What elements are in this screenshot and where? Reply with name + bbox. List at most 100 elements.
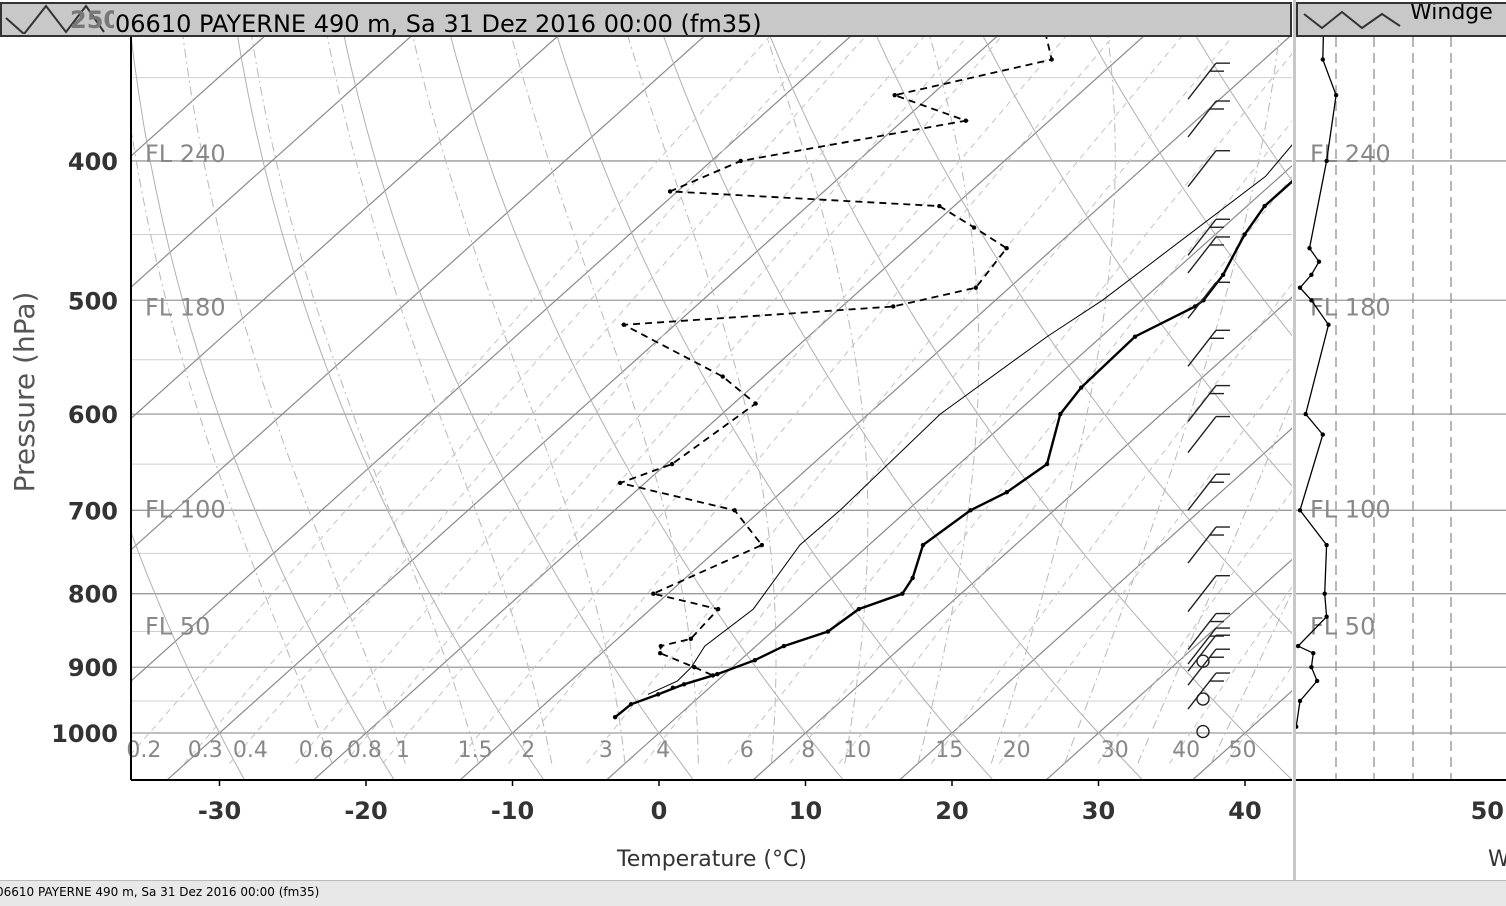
top-pressure-label: 250 (70, 6, 114, 34)
mixing-ratio-label: 3 (599, 738, 613, 763)
sounding-point (781, 643, 787, 649)
wind-barb-staff (1187, 627, 1217, 665)
isotherm (312, 37, 1144, 780)
sounding-point (710, 673, 716, 678)
sounding-point (670, 685, 676, 690)
sounding-point (963, 118, 969, 123)
wind-barb (1187, 627, 1230, 665)
sounding-point (920, 542, 926, 548)
moist-adiabat (326, 37, 553, 764)
wind-speed-point (1311, 650, 1316, 656)
x-tick-label: 0 (651, 797, 668, 825)
isotherm (166, 37, 998, 780)
y-tick-label: 500 (68, 287, 118, 315)
sounding-point (900, 591, 905, 596)
moist-adiabat (251, 37, 479, 764)
sounding-point (651, 591, 656, 596)
flight-level-label: FL 50 (145, 613, 210, 641)
sounding-point (1044, 461, 1050, 467)
mixing-ratio-label: 4 (656, 738, 670, 763)
moist-adiabat (131, 124, 333, 764)
sounding-point (612, 714, 618, 720)
moist-adiabat (412, 37, 626, 764)
mixing-ratio-label: 1.5 (458, 738, 493, 763)
wind-barb (1187, 218, 1230, 256)
mixing-ratio-label: 30 (1101, 738, 1129, 763)
mixing-ratio-label: 40 (1172, 738, 1200, 763)
isotherm (0, 0, 315, 793)
sounding-point (759, 542, 765, 548)
x-tick-label: 20 (935, 797, 968, 825)
isotherm (752, 296, 1292, 780)
moist-adiabat (917, 37, 980, 764)
mixing-ratio-line (229, 37, 866, 764)
wind-barb-staff (1187, 575, 1217, 613)
mixing-ratio-label: 1 (396, 738, 410, 763)
mixing-ratio-label: 0.3 (188, 738, 223, 763)
sounding-point (1262, 203, 1267, 209)
isotherm (1191, 690, 1292, 780)
dry-adiabat (343, 37, 695, 780)
wind-barb-staff (1187, 218, 1217, 256)
mixing-ratio-line (838, 175, 1292, 764)
sounding-point (720, 374, 725, 379)
sounding-point (971, 225, 977, 230)
sounding-line-2 (647, 144, 1292, 695)
wind-flight-level-label: FL 100 (1310, 496, 1391, 524)
flight-level-label: FL 100 (145, 496, 226, 524)
sounding-point (1004, 246, 1009, 251)
dry-adiabat (131, 531, 246, 780)
wind-barb (1187, 384, 1230, 423)
mixing-ratio-label: 2 (521, 738, 535, 763)
wind-barb-staff (1187, 613, 1217, 650)
status-bar: 06610 PAYERNE 490 m, Sa 31 Dez 2016 00:0… (0, 880, 1506, 906)
mixing-ratio-label: 8 (801, 738, 815, 763)
mixing-ratio-label: 10 (843, 738, 871, 763)
sounding-point (715, 671, 720, 677)
wind-title-bar[interactable]: Windge (1296, 2, 1506, 37)
wind-barb-staff (1187, 634, 1217, 672)
dry-adiabat (982, 37, 1292, 487)
x-tick-label: 10 (789, 797, 822, 825)
sounding-point (617, 480, 623, 486)
isotherm (459, 37, 1291, 780)
dry-adiabat (1196, 37, 1292, 182)
sounding-point (910, 575, 915, 581)
mixing-ratio-line (998, 364, 1292, 764)
wind-speed-point (1309, 298, 1314, 303)
wind-speed-point (1296, 643, 1301, 649)
moist-adiabat (1137, 399, 1292, 764)
wind-speed-point (1324, 542, 1329, 548)
wind-barb-staff (1187, 236, 1217, 274)
wind-speed-point (1303, 411, 1308, 417)
calm-wind-circle (1196, 724, 1210, 739)
sounding-point (1132, 334, 1138, 339)
flight-level-label: FL 180 (145, 293, 226, 321)
wind-panel-title: Windge (1410, 2, 1493, 25)
wind-panel-icon (1303, 10, 1401, 30)
sounding-point (738, 158, 743, 164)
mixing-ratio-line (295, 37, 925, 764)
isotherm (131, 37, 412, 289)
sounding-point (658, 643, 664, 649)
wind-barb (1187, 329, 1230, 367)
wind-flight-level-label: FL 50 (1310, 613, 1375, 641)
wind-barb-staff (1187, 62, 1217, 100)
diagram-title-bar[interactable]: 250 06610 PAYERNE 490 m, Sa 31 Dez 2016 … (0, 2, 1292, 38)
x-tick-label: -10 (491, 797, 534, 825)
sounding-point (937, 203, 942, 209)
moist-adiabat (511, 37, 699, 764)
wind-barb (1187, 473, 1230, 511)
mixing-ratio-line (183, 37, 825, 764)
dry-adiabat (1259, 0, 1293, 792)
wind-barb (1187, 574, 1230, 613)
isotherm (131, 37, 851, 682)
sounding-point (1220, 272, 1226, 277)
wind-speed-point (1316, 259, 1322, 264)
wind-barb (1187, 100, 1230, 138)
wind-x-tick-label: 50 (1471, 797, 1504, 825)
